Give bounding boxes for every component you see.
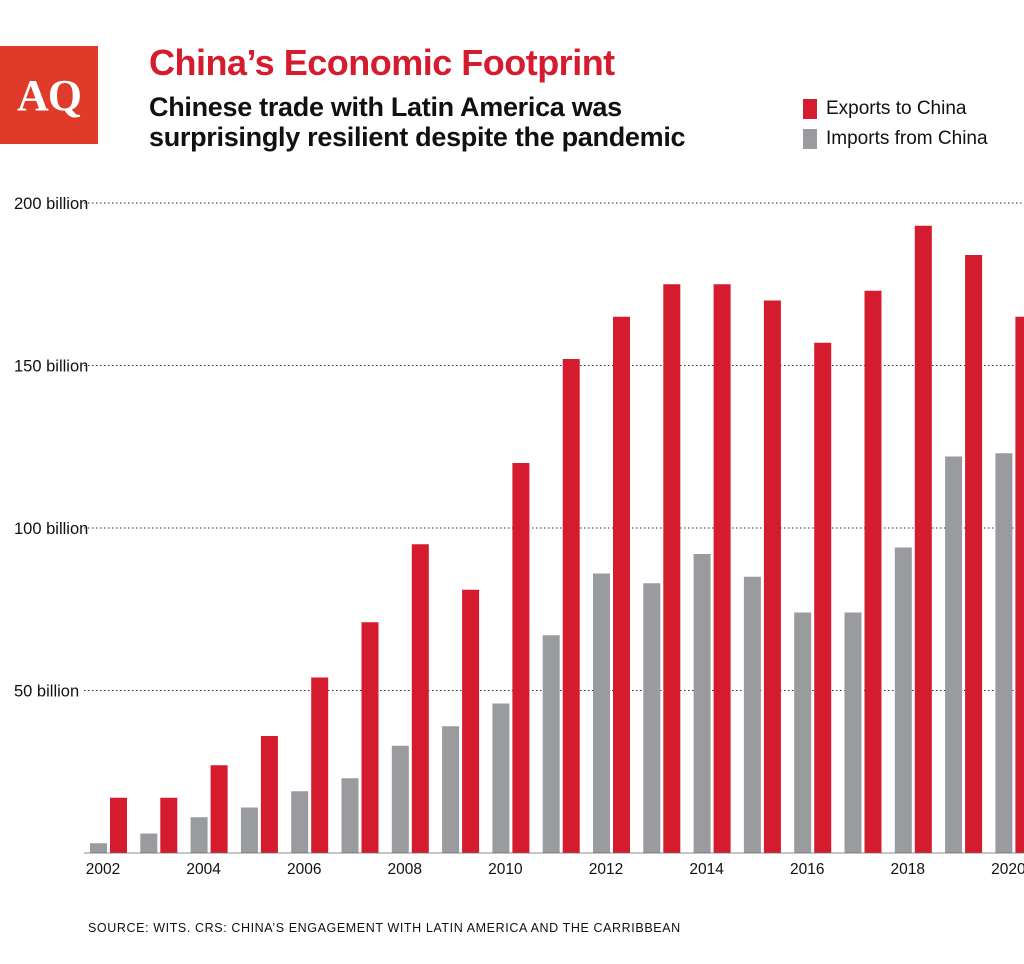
- legend-item-imports: Imports from China: [803, 124, 988, 154]
- bar-imports-2003: [140, 833, 158, 853]
- bar-imports-2007: [341, 778, 359, 853]
- y-tick-label: 50 billion: [14, 683, 79, 701]
- x-tick-label: 2016: [790, 861, 824, 878]
- y-tick-label: 150 billion: [14, 358, 88, 376]
- x-tick-label: 2004: [186, 861, 221, 878]
- bar-exports-2018: [914, 225, 932, 853]
- bar-imports-2004: [190, 817, 208, 853]
- bar-imports-2016: [794, 612, 812, 853]
- subtitle-line-2: surprisingly resilient despite the pande…: [149, 122, 686, 152]
- legend: Exports to China Imports from China: [803, 94, 988, 154]
- source-note: SOURCE: WITS. CRS: CHINA’S ENGAGEMENT WI…: [88, 921, 681, 935]
- bar-exports-2010: [512, 463, 530, 853]
- bar-imports-2013: [643, 583, 661, 853]
- bar-exports-2020: [1015, 316, 1024, 853]
- x-tick-label: 2018: [891, 861, 925, 878]
- x-tick-label: 2006: [287, 861, 321, 878]
- legend-swatch-imports: [803, 129, 817, 149]
- legend-swatch-exports: [803, 99, 817, 119]
- x-tick-label: 2008: [388, 861, 422, 878]
- aq-logo-text: AQ: [17, 70, 82, 120]
- bar-imports-2009: [442, 726, 460, 853]
- bar-exports-2005: [260, 736, 278, 853]
- bar-exports-2013: [663, 284, 681, 853]
- bar-imports-2019: [945, 456, 963, 853]
- legend-label-exports: Exports to China: [826, 98, 967, 119]
- bar-imports-2008: [391, 745, 409, 853]
- bar-exports-2015: [763, 300, 781, 853]
- bar-imports-2011: [542, 635, 560, 853]
- bar-exports-2007: [361, 622, 379, 853]
- y-tick-label: 200 billion: [14, 195, 88, 213]
- legend-item-exports: Exports to China: [803, 94, 988, 124]
- bar-imports-2015: [743, 576, 761, 853]
- bar-exports-2003: [160, 797, 178, 853]
- bar-imports-2017: [844, 612, 862, 853]
- bar-exports-2016: [814, 342, 832, 853]
- bar-exports-2012: [613, 316, 630, 853]
- bar-exports-2006: [311, 677, 329, 853]
- chart-title: China’s Economic Footprint: [149, 42, 615, 83]
- bar-imports-2005: [240, 807, 258, 853]
- x-tick-label: 2010: [488, 861, 523, 878]
- bar-exports-2011: [562, 359, 580, 853]
- bar-exports-2004: [210, 765, 228, 853]
- bar-imports-2020: [995, 453, 1013, 853]
- bar-exports-2019: [965, 255, 983, 853]
- bar-exports-2017: [864, 290, 882, 853]
- legend-label-imports: Imports from China: [826, 128, 988, 149]
- x-tick-label: 2002: [86, 861, 120, 878]
- bar-imports-2012: [593, 573, 610, 853]
- bar-exports-2014: [713, 284, 731, 853]
- subtitle-line-1: Chinese trade with Latin America was: [149, 92, 622, 122]
- bar-exports-2002: [110, 797, 127, 853]
- bar-imports-2010: [492, 703, 510, 853]
- y-tick-label: 100 billion: [14, 520, 88, 538]
- bar-imports-2014: [693, 554, 711, 853]
- bar-imports-2018: [894, 547, 912, 853]
- aq-logo: AQ: [0, 46, 98, 144]
- bar-imports-2006: [291, 791, 309, 853]
- x-tick-label: 2012: [589, 861, 623, 878]
- x-tick-label: 2014: [689, 861, 724, 878]
- bar-exports-2008: [411, 544, 429, 853]
- x-tick-label: 2020: [991, 861, 1024, 878]
- bar-imports-2002: [90, 843, 107, 853]
- chart-subtitle: Chinese trade with Latin America was sur…: [149, 92, 686, 152]
- bar-exports-2009: [462, 589, 480, 853]
